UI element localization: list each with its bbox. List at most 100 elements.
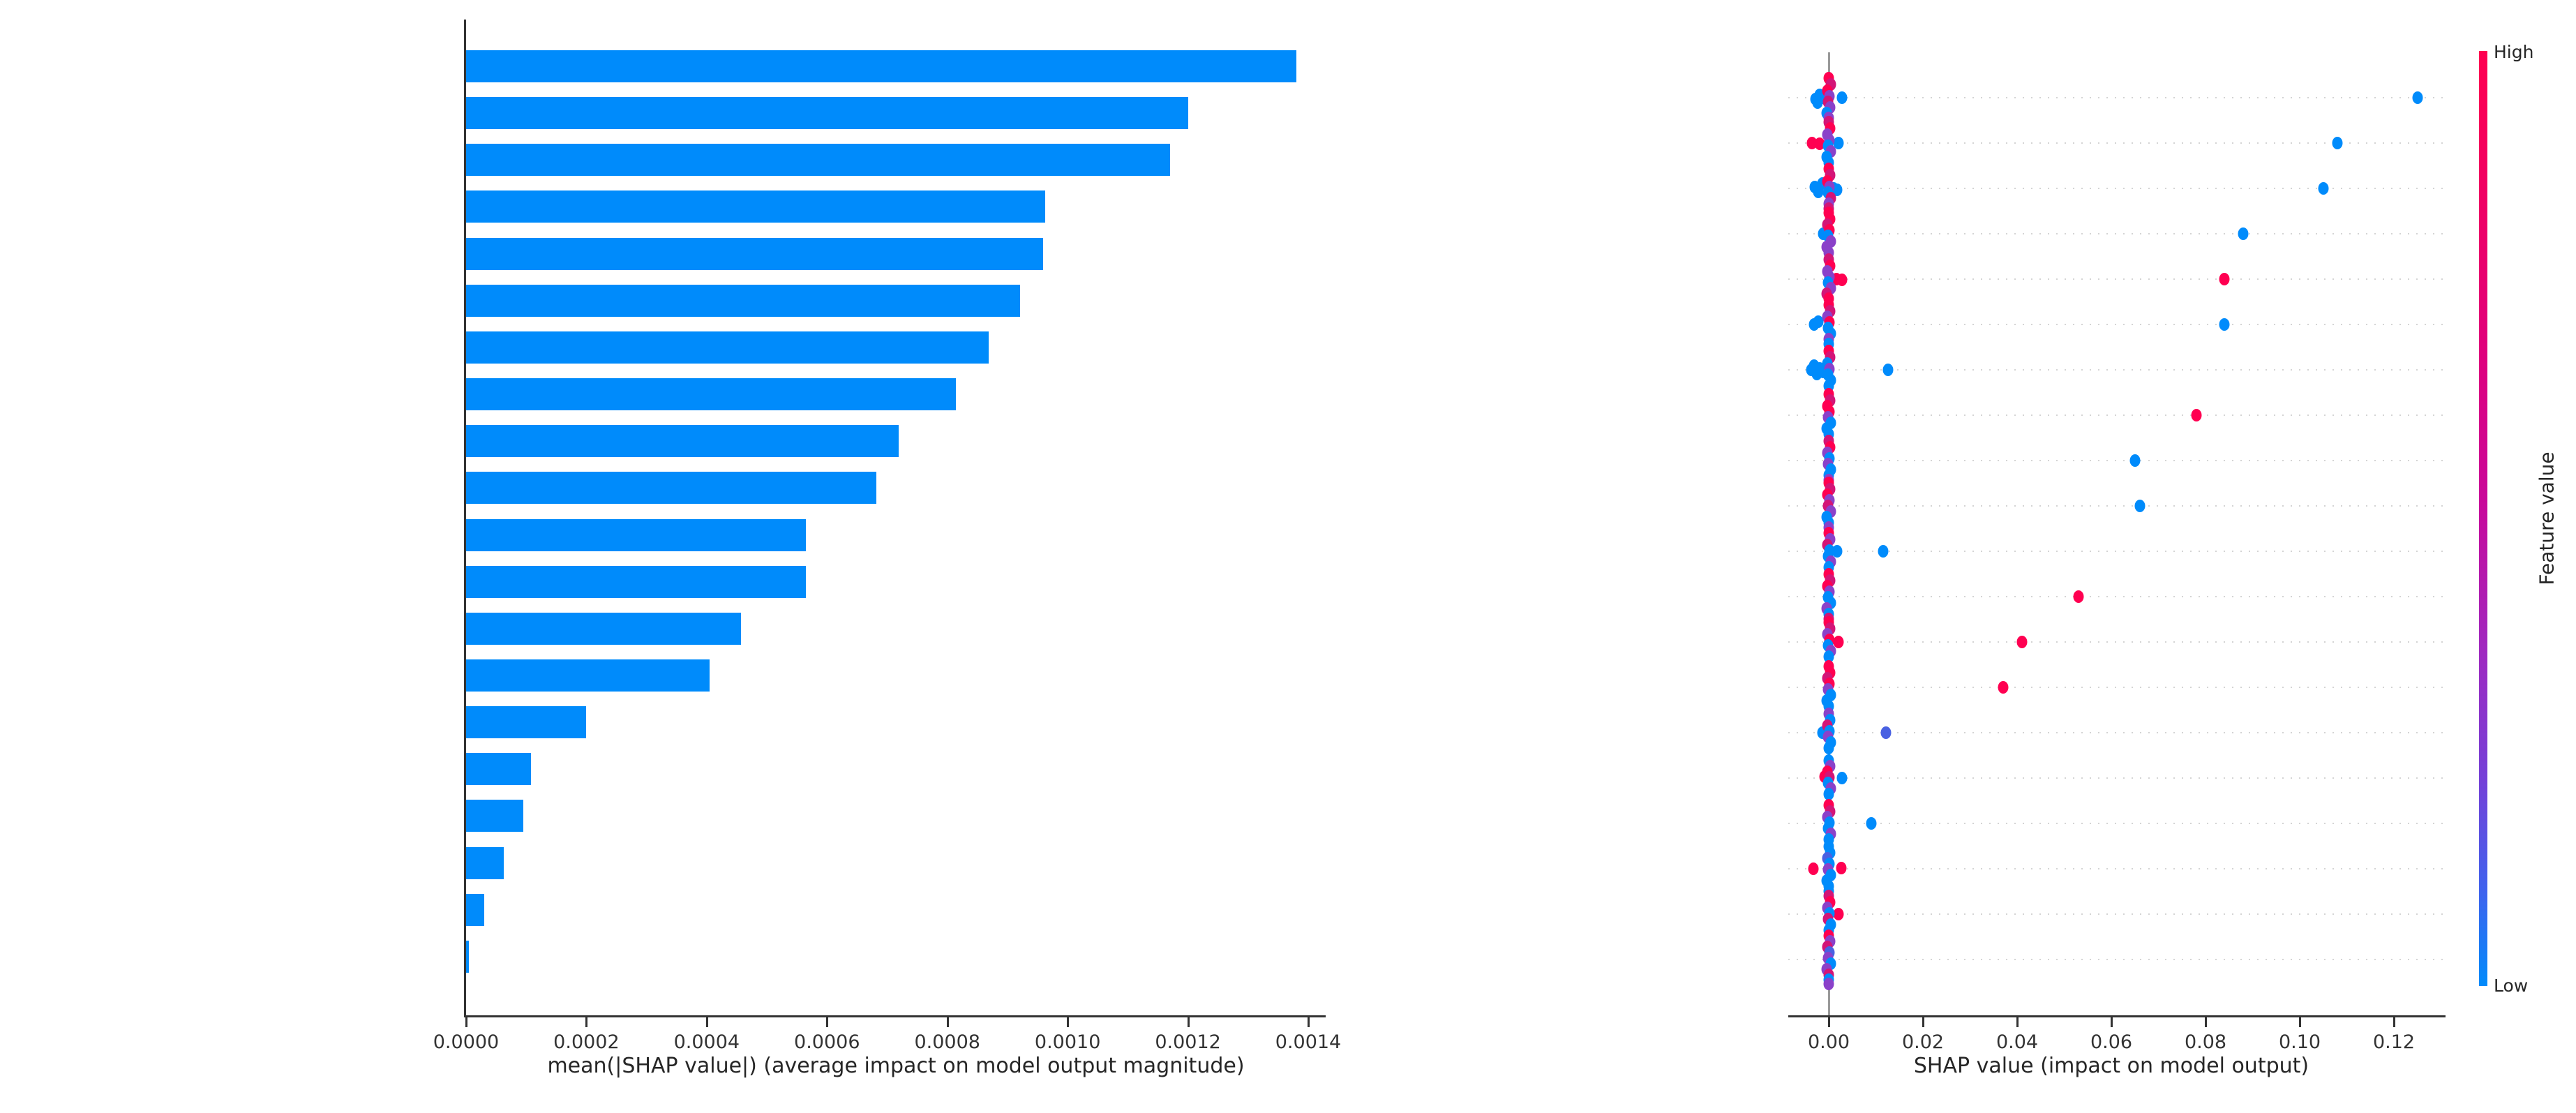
left-x-tick-mark-0.0000: [465, 1017, 467, 1027]
bar-Mean_Wind_Speed: [466, 706, 586, 739]
shap-dot-population: [1808, 862, 1819, 875]
right-x-tick-label-0.10: 0.10: [2278, 1031, 2321, 1053]
shap-dot-Mean_Station_Pressure: [1998, 681, 2009, 694]
shap-dot-VPDMIN_hpa: [1866, 817, 1877, 830]
gridline-TDMEAN_c: [1788, 233, 2446, 234]
left-x-tick-mark-0.0014: [1308, 1017, 1310, 1027]
shap-dot-Maximum_Sustained_Wind_Speed: [1836, 772, 1848, 784]
bar-PPT_mm: [466, 331, 989, 364]
left-x-tick-mark-0.0012: [1187, 1017, 1190, 1027]
left-chart-y-axis-line: [464, 20, 466, 1015]
bar-lfmc_stdv: [466, 565, 807, 598]
shap-dot-LON: [1823, 650, 1834, 663]
gridline-lfmc_mean: [1788, 414, 2446, 416]
gridline-population: [1788, 868, 2446, 869]
left-x-tick-mark-0.0010: [1067, 1017, 1070, 1027]
bar-TMEAN_c: [466, 144, 1170, 177]
right-x-tick-label-0.06: 0.06: [2090, 1031, 2133, 1053]
gridline-ACRES: [1788, 551, 2446, 552]
bar-Mean_Station_Pressure: [466, 659, 710, 692]
bar-Maximum_Sustained_Wind_Speed: [466, 753, 532, 786]
right-x-tick-label-0.02: 0.02: [1901, 1031, 1945, 1053]
right-x-tick-mark-0.08: [2205, 1017, 2207, 1027]
shap-dot-IDATE: [2332, 137, 2343, 149]
shap-dot-NAMELSAD: [1823, 978, 1834, 990]
gridline-NAMELSAD: [1788, 959, 2446, 960]
gridline-IDATE: [1788, 142, 2446, 144]
bar-ACRES: [466, 518, 807, 551]
shap-dot-TDMEAN_c: [2238, 227, 2249, 240]
shap-dot-IDATE: [1833, 137, 1844, 149]
shap-dot-ELEVATION_m: [1833, 908, 1843, 920]
left-chart-x-axis-title: mean(|SHAP value|) (average impact on mo…: [547, 1054, 1245, 1078]
shap-dot-lfmc_stdv: [2073, 590, 2084, 603]
right-x-tick-label-0.00: 0.00: [1807, 1031, 1850, 1053]
shap-dot-Maximum_Sustained_Wind_Speed: [1823, 788, 1834, 800]
left-x-tick-label-0.0012: 0.0012: [1155, 1031, 1221, 1053]
gridline-Maximum_Sustained_Wind_Speed: [1788, 777, 2446, 779]
right-x-tick-label-0.08: 0.08: [2184, 1031, 2227, 1053]
bar-Mean_Sea_Level_Pressure: [466, 237, 1043, 270]
bar-ELEVATION_m: [466, 893, 484, 926]
shap-dot-Mean_Sea_Level_Pressure: [1836, 274, 1848, 286]
shap-dot-population: [1836, 862, 1847, 874]
gridline-TMAX_c: [1788, 97, 2446, 98]
bar-VPDMIN_hpa: [466, 800, 523, 832]
bar-VPDMAX_hpa: [466, 472, 876, 505]
gridline-Mean_Station_Pressure: [1788, 687, 2446, 688]
left-x-tick-label-0.0000: 0.0000: [433, 1031, 500, 1053]
right-chart-x-axis-line: [1788, 1015, 2446, 1017]
shap-dot-Mean_Wind_Speed: [1880, 726, 1892, 739]
bar-TMAX_c: [466, 50, 1296, 82]
left-x-tick-label-0.0004: 0.0004: [673, 1031, 740, 1053]
shap-dot-Mean_Wind_Speed: [1823, 742, 1834, 754]
shap-dot-Mean_Sea_Level_Pressure: [2219, 273, 2230, 285]
bar-TDMEAN_c: [466, 191, 1046, 223]
shap-dot-IDATE: [1814, 137, 1825, 150]
colorbar-high-label: High: [2494, 42, 2534, 62]
colorbar-gradient: [2479, 51, 2487, 986]
shap-dot-TMEAN_c: [2318, 182, 2329, 195]
left-x-tick-mark-0.0002: [585, 1017, 588, 1027]
bar-population: [466, 846, 504, 879]
left-x-tick-label-0.0002: 0.0002: [553, 1031, 620, 1053]
shap-dot-VPDMAX_hpa: [2134, 500, 2145, 512]
left-x-tick-mark-0.0008: [946, 1017, 949, 1027]
right-x-tick-mark-0.12: [2393, 1017, 2395, 1027]
gridline-Mean_Wind_Speed: [1788, 732, 2446, 733]
gridline-ELEVATION_m: [1788, 913, 2446, 915]
shap-dot-PPT_mm: [1882, 364, 1894, 376]
left-chart-x-axis-line: [464, 1015, 1326, 1017]
colorbar-low-label: Low: [2494, 976, 2529, 996]
shap-dot-ACRES: [1878, 545, 1889, 558]
gridline-lfmc_stdv: [1788, 596, 2446, 597]
right-x-tick-label-0.12: 0.12: [2372, 1031, 2416, 1053]
bar-LON: [466, 612, 741, 645]
shap-dot-TMAX_c: [1836, 91, 1848, 104]
bar-TMIN_c: [466, 284, 1021, 317]
shap-dot-TMIN_c: [2219, 318, 2230, 331]
gridline-VPDMIN_hpa: [1788, 823, 2446, 824]
right-x-tick-mark-0.02: [1922, 1017, 1924, 1027]
gridline-TMEAN_c: [1788, 188, 2446, 189]
gridline-LAT: [1788, 460, 2446, 461]
gridline-Mean_Sea_Level_Pressure: [1788, 278, 2446, 280]
right-chart-x-axis-title: SHAP value (impact on model output): [1913, 1054, 2309, 1078]
shap-dot-IDATE: [1806, 137, 1818, 149]
shap-dot-TMAX_c: [2412, 91, 2423, 104]
left-x-tick-label-0.0008: 0.0008: [914, 1031, 980, 1053]
left-x-tick-label-0.0006: 0.0006: [794, 1031, 860, 1053]
right-x-tick-mark-0.06: [2111, 1017, 2113, 1027]
bar-NAMELSAD: [466, 940, 470, 973]
right-x-tick-mark-0.00: [1828, 1017, 1830, 1027]
left-x-tick-label-0.0014: 0.0014: [1275, 1031, 1342, 1053]
bar-IDATE: [466, 97, 1188, 130]
bar-lfmc_mean: [466, 378, 956, 411]
gridline-PPT_mm: [1788, 369, 2446, 371]
gridline-VPDMAX_hpa: [1788, 505, 2446, 507]
left-x-tick-mark-0.0004: [705, 1017, 708, 1027]
right-x-tick-mark-0.04: [2016, 1017, 2019, 1027]
shap-dot-LON: [2016, 636, 2028, 648]
shap-dot-LON: [1833, 636, 1844, 648]
